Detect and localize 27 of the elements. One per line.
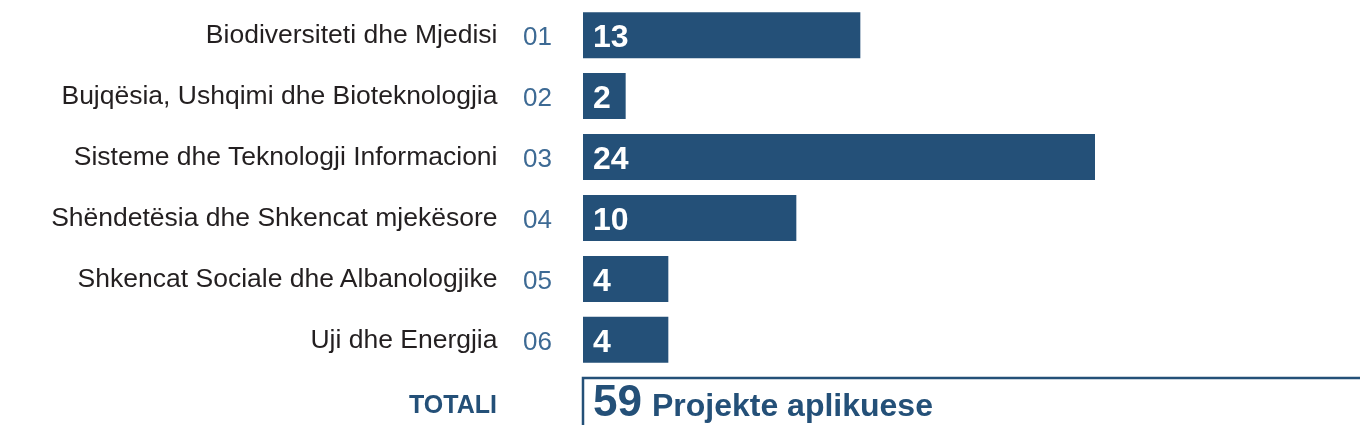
bar: [583, 134, 1095, 180]
data-label: 24: [593, 140, 629, 177]
text: TOTALI: [409, 390, 497, 418]
y2-tick-label: 05: [523, 264, 552, 295]
y-tick-label: Uji dhe Energjia: [310, 323, 498, 354]
y-tick-label: Shëndetësia dhe Shkencat mjekësore: [51, 201, 498, 232]
bar: [583, 316, 669, 363]
data-label: 10: [593, 200, 629, 237]
bar: [583, 73, 626, 120]
data-label: 4: [593, 322, 611, 359]
y2-tick-label: 01: [523, 21, 552, 52]
y-tick-label: Bujqësia, Ushqimi dhe Bioteknologjia: [61, 80, 498, 111]
data-label: 13: [593, 18, 629, 55]
text: 59: [593, 376, 642, 425]
y-tick-label: Biodiversiteti dhe Mjedisi: [205, 19, 498, 50]
y2-tick-label: 03: [523, 143, 552, 174]
bar: [583, 195, 797, 241]
data-label: 2: [593, 79, 611, 116]
y2-tick-label: 06: [523, 325, 552, 356]
y2-tick-label: 02: [523, 82, 552, 113]
y-tick-label: Shkencat Sociale dhe Albanologjike: [77, 262, 498, 293]
text: Projekte aplikuese: [651, 387, 933, 423]
data-label: 4: [593, 261, 611, 298]
y-tick-label: Sisteme dhe Teknologji Informacioni: [73, 141, 498, 172]
bar: [583, 12, 861, 59]
bar: [583, 255, 669, 302]
y2-tick-label: 04: [523, 203, 552, 234]
